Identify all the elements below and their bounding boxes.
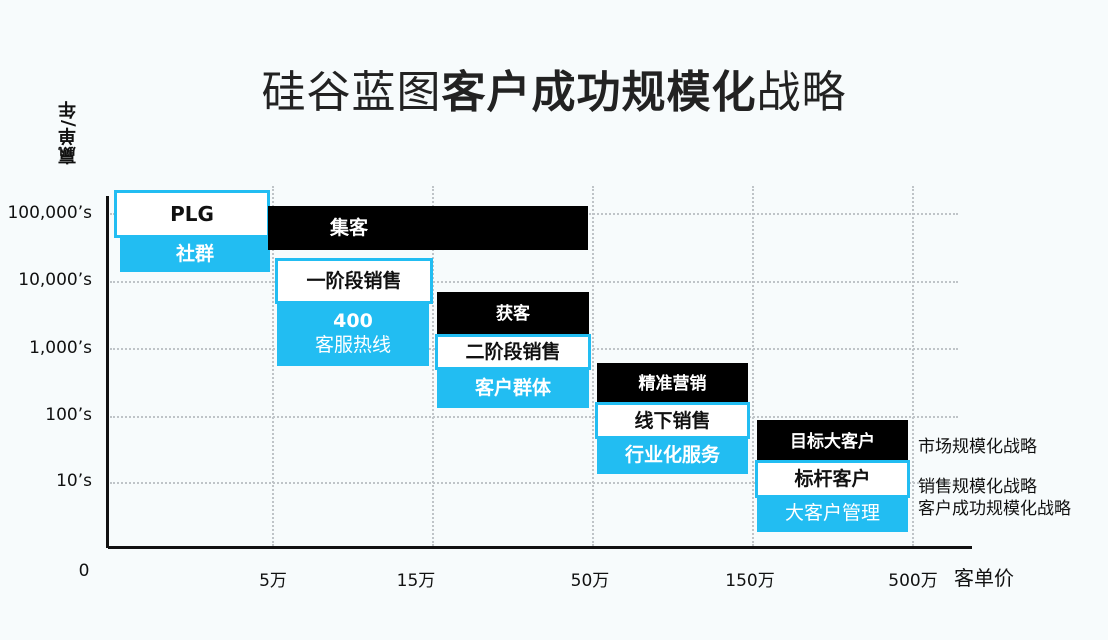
vgrid-150w <box>752 186 754 546</box>
community-label: 社群 <box>175 243 214 265</box>
gridline-10 <box>110 482 958 484</box>
vgrid-500w <box>912 186 914 546</box>
precision-marketing-box: 精准营销 <box>597 363 748 405</box>
gridline-100 <box>110 416 958 418</box>
precision-marketing-label: 精准营销 <box>638 374 707 394</box>
page-title: 硅谷蓝图客户成功规模化战略 <box>0 56 1108 120</box>
huoke-box: 获客 <box>437 292 589 336</box>
hotline-box: 400 客服热线 <box>277 300 429 366</box>
title-part-2: 客户成功规模化 <box>441 67 757 118</box>
jike-label: 集客 <box>330 217 369 239</box>
hotline-number: 400 <box>333 310 373 332</box>
stage1-sales-box: 一阶段销售 <box>275 258 433 304</box>
y-axis-line <box>106 196 109 548</box>
x-tick-15w: 15万 <box>396 571 436 591</box>
x-origin: 0 <box>78 561 90 581</box>
x-axis-label: 客单价 <box>954 566 1014 590</box>
industry-service-box: 行业化服务 <box>597 436 748 474</box>
y-tick-1000: 1,000’s <box>29 338 92 358</box>
x-tick-150w: 150万 <box>725 571 775 591</box>
target-accounts-label: 目标大客户 <box>790 432 875 452</box>
stage2-sales-box: 二阶段销售 <box>435 334 591 370</box>
title-part-3: 战略 <box>756 67 847 118</box>
industry-service-label: 行业化服务 <box>624 444 720 466</box>
plg-label: PLG <box>170 202 214 226</box>
y-tick-100: 100’s <box>45 405 92 425</box>
customer-group-label: 客户群体 <box>474 376 551 399</box>
vgrid-15w <box>432 186 434 546</box>
legend-success: 客户成功规模化战略 <box>918 499 1071 519</box>
x-tick-5w: 5万 <box>259 571 287 591</box>
benchmark-customer-box: 标杆客户 <box>755 460 910 498</box>
jike-box: 集客 <box>268 206 588 250</box>
key-account-mgmt-box: 大客户管理 <box>757 494 908 532</box>
y-axis-label: 赢单/年 <box>58 100 79 165</box>
vgrid-50w <box>592 186 594 546</box>
offline-sales-label: 线下销售 <box>634 409 711 432</box>
offline-sales-box: 线下销售 <box>595 402 750 439</box>
legend-sales: 销售规模化战略 <box>918 477 1037 497</box>
gridline-10000 <box>110 281 958 283</box>
community-box: 社群 <box>120 236 270 272</box>
huoke-label: 获客 <box>496 304 530 324</box>
customer-group-box: 客户群体 <box>437 367 589 408</box>
title-part-1: 硅谷蓝图 <box>261 67 442 118</box>
target-accounts-box: 目标大客户 <box>757 420 908 464</box>
y-tick-100000: 100,000’s <box>7 203 92 223</box>
stage2-sales-label: 二阶段销售 <box>465 341 561 363</box>
benchmark-customer-label: 标杆客户 <box>794 468 871 490</box>
stage1-sales-label: 一阶段销售 <box>306 270 402 292</box>
y-tick-10: 10’s <box>56 471 92 491</box>
x-tick-50w: 50万 <box>570 571 610 591</box>
x-axis-line <box>108 546 972 549</box>
vgrid-5w <box>272 186 274 546</box>
key-account-mgmt-label: 大客户管理 <box>784 502 880 524</box>
legend-market: 市场规模化战略 <box>918 437 1037 457</box>
y-tick-10000: 10,000’s <box>18 270 92 290</box>
x-tick-500w: 500万 <box>888 571 938 591</box>
hotline-label: 客服热线 <box>314 334 391 356</box>
plg-box: PLG <box>114 190 270 238</box>
